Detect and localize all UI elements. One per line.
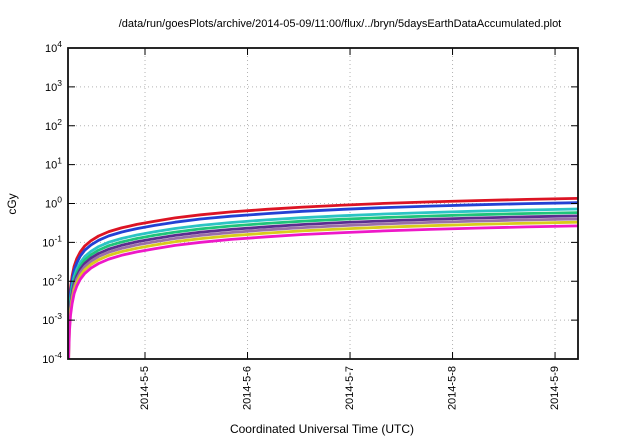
y-tick-label: 10-4 [42,350,62,366]
x-tick-label: 2014-5-6 [242,366,254,410]
y-tick-label: 101 [45,156,62,172]
y-tick-label: 10-3 [42,311,62,327]
data-curves [68,196,578,359]
x-tick-label: 2014-5-8 [447,366,459,410]
x-tick-label: 2014-5-5 [139,366,151,410]
tick-labels: 104 103 102 101 100 10-1 10-2 10-3 10-4 2014-5-5 2… [42,39,561,410]
axis-ticks [68,47,578,360]
y-tick-label: 100 [45,195,62,211]
x-axis-label: Coordinated Universal Time (UTC) [230,422,414,436]
curve-magenta [68,224,578,359]
curve-dark-purple [68,214,578,359]
y-tick-label: 103 [45,78,62,94]
x-tick-label: 2014-5-9 [549,366,561,410]
y-tick-label: 10-2 [42,272,62,288]
y-tick-label: 104 [45,39,62,55]
y-tick-label: 102 [45,117,62,133]
y-axis-label: cGy [5,193,19,214]
curve-yellow [68,220,578,359]
curve-green [68,211,578,359]
plot-border [67,47,579,360]
y-tick-label: 10-1 [42,233,62,249]
chart-title: /data/run/goesPlots/archive/2014-05-09/1… [119,18,562,30]
x-tick-label: 2014-5-7 [344,366,356,410]
